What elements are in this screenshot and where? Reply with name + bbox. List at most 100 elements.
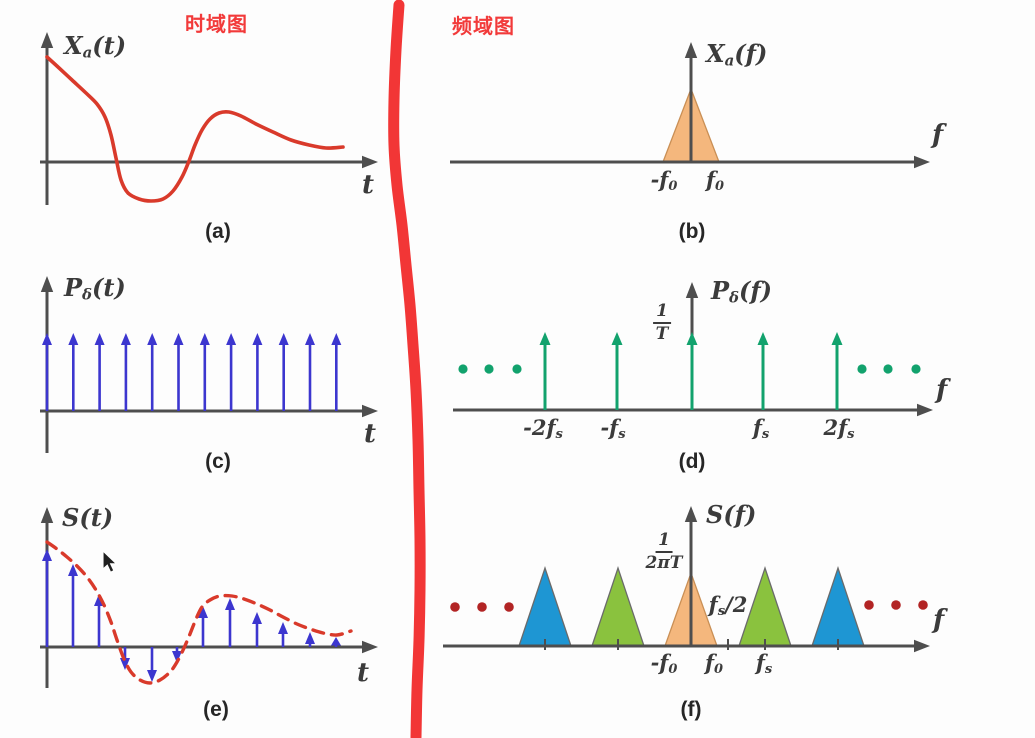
impulse-train-arrow <box>305 333 315 411</box>
ellipsis-dot <box>918 600 928 610</box>
frequency-impulse-arrow <box>831 332 843 410</box>
impulse-train-arrow <box>226 333 237 411</box>
ellipsis-dot <box>504 602 514 612</box>
sample-impulse-arrow <box>252 612 262 647</box>
label-main: S <box>706 500 724 529</box>
caption-c: (c) <box>205 450 231 473</box>
signal-label-p-delta-f: Pδ(f) <box>711 279 772 305</box>
axis-letter-f-d: f <box>936 375 948 405</box>
caption-a: (a) <box>205 220 231 243</box>
ellipsis-dot <box>891 600 901 610</box>
tick-main: f <box>755 650 765 675</box>
x-axis <box>450 155 930 169</box>
ellipsis-dot <box>450 602 460 612</box>
axis-letter-t-e: t <box>357 658 370 688</box>
axis-letter-f-b: f <box>932 120 944 150</box>
ellipsis-dot <box>484 364 494 374</box>
y-axis <box>684 506 698 646</box>
ellipsis-dot <box>477 602 487 612</box>
tick-main: f <box>704 650 714 675</box>
label-arg: (t) <box>92 31 127 60</box>
x-axis <box>40 640 378 654</box>
impulse-train-arrow <box>120 333 131 411</box>
tick-neg-f0-f: -f0 <box>651 652 678 676</box>
tick-main: f <box>705 167 715 192</box>
caption-e: (e) <box>203 698 229 721</box>
sample-impulse-arrow <box>147 647 157 682</box>
caption-d: (d) <box>678 450 706 473</box>
label-arg: (t) <box>79 503 114 532</box>
impulse-train-arrow <box>252 333 263 411</box>
sample-impulse-arrow <box>225 598 235 647</box>
frequency-impulse-arrow <box>539 332 551 410</box>
axis-letter-t-a: t <box>362 170 375 200</box>
tick-fs-f: fs <box>756 652 772 676</box>
tick-neg-f0-b: -f0 <box>651 169 678 193</box>
ellipsis-dot <box>512 364 522 374</box>
tick-neg-fs-d: -fs <box>600 417 625 441</box>
tick-suffix: /2 <box>725 592 748 617</box>
fraction-denominator: 2πT <box>645 553 683 574</box>
sample-impulse-arrow <box>198 606 208 647</box>
spectrum-replica-triangle <box>811 565 865 647</box>
y-axis <box>40 32 54 205</box>
red-divider-stroke <box>388 0 426 738</box>
signal-label-s-t: S(t) <box>62 506 113 532</box>
sample-impulse-arrow <box>42 549 52 647</box>
label-main: X <box>64 31 83 60</box>
fraction-numerator: 1 <box>653 301 671 325</box>
signal-label-xa-f: Xa(f) <box>706 42 767 68</box>
tick-neg-2fs-d: -2fs <box>523 417 563 441</box>
tick-main: -f <box>650 650 669 675</box>
impulse-train-arrow <box>94 333 105 411</box>
half-sampling-frequency-label: fs/2 <box>709 594 748 618</box>
tick-f0-b: f0 <box>706 169 724 193</box>
tick-main: -f <box>650 167 669 192</box>
tick-main: -2f <box>523 415 556 440</box>
ellipsis-dot <box>857 364 867 374</box>
tick-sub: s <box>761 426 770 442</box>
frequency-impulse-arrow <box>611 332 623 410</box>
y-axis <box>684 42 698 162</box>
fraction-numerator: 1 <box>655 530 673 554</box>
sample-impulse-arrow <box>68 564 78 647</box>
sample-impulse-arrow <box>305 632 315 647</box>
x-axis <box>453 403 933 417</box>
label-main: X <box>706 39 725 68</box>
ellipsis-dot <box>911 364 921 374</box>
tick-fs-d: fs <box>753 417 769 441</box>
label-arg: (f) <box>723 500 757 529</box>
spectrum-replica-triangle <box>518 565 572 647</box>
spectrum-height-label-one-over-2piT: 1 2πT <box>645 530 683 574</box>
label-sub: a <box>724 51 735 70</box>
tick-main: -f <box>600 415 619 440</box>
fraction-denominator: T <box>655 324 669 345</box>
x-axis <box>443 639 930 653</box>
caption-b: (b) <box>678 220 706 243</box>
impulse-train-arrow <box>68 333 79 411</box>
label-arg: (t) <box>91 273 126 302</box>
sample-impulse-arrow <box>331 637 341 647</box>
ellipsis-dot <box>883 364 893 374</box>
tick-main: f <box>752 415 762 440</box>
tick-sub: 0 <box>668 661 678 677</box>
axis-letter-t-c: t <box>364 419 377 449</box>
x-axis <box>40 155 378 169</box>
analog-signal-curve <box>45 55 345 203</box>
tick-sub: s <box>764 661 773 677</box>
label-main: P <box>64 273 83 302</box>
ellipsis-dot <box>864 600 874 610</box>
signal-label-xa-t: Xa(t) <box>64 34 126 60</box>
x-axis <box>40 404 378 418</box>
tick-sub: s <box>555 426 563 442</box>
mouse-cursor-icon <box>102 549 118 573</box>
spectrum-replica-triangle <box>591 565 645 647</box>
ellipsis-dot <box>458 364 468 374</box>
label-main: P <box>711 276 730 305</box>
tick-sub: 0 <box>668 178 678 194</box>
frequency-domain-column-label: 频域图 <box>452 16 515 38</box>
tick-sub: s <box>618 426 626 442</box>
label-main: S <box>62 503 80 532</box>
